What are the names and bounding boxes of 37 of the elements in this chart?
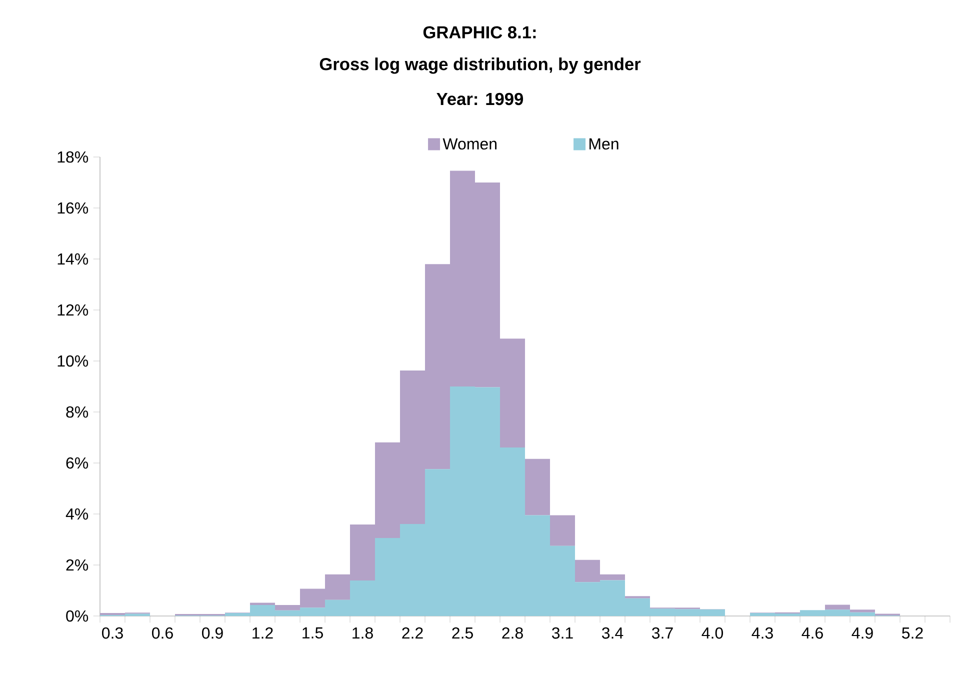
y-tick-label: 0% xyxy=(66,610,88,622)
y-tick-label: 18% xyxy=(58,151,88,163)
x-tick-label: 2.8 xyxy=(502,627,523,639)
x-tick-label: 4.6 xyxy=(802,627,823,639)
x-tick-label: 0.6 xyxy=(152,627,173,639)
x-tick-label: 2.2 xyxy=(402,627,423,639)
bar xyxy=(825,604,850,610)
y-tick-label: 12% xyxy=(58,304,88,316)
x-tick-label: 3.4 xyxy=(602,627,624,639)
y-tick-label: 14% xyxy=(58,253,88,265)
x-tick-label: 4.3 xyxy=(752,627,773,639)
chart-title: GRAPHIC 8.1: xyxy=(423,26,536,38)
x-tick-label: 1.5 xyxy=(302,627,323,639)
y-tick-label: 2% xyxy=(66,559,88,571)
bar xyxy=(525,458,550,516)
x-tick-label: 1.8 xyxy=(352,627,373,639)
chart-subtitle: Gross log wage distribution, by gender xyxy=(320,58,641,74)
x-tick-label: 1.2 xyxy=(252,627,273,639)
y-tick-label: 8% xyxy=(66,406,88,418)
bar xyxy=(850,610,876,612)
y-tick-label: 4% xyxy=(66,508,88,520)
bar xyxy=(250,602,275,606)
x-tick-label: 0.3 xyxy=(102,627,123,639)
x-tick-label: 0.9 xyxy=(202,627,223,639)
y-tick-label: 16% xyxy=(58,202,88,214)
legend-label: Men xyxy=(590,138,618,150)
text: Year: 1999 xyxy=(436,92,524,106)
x-tick-label: 2.5 xyxy=(452,627,473,639)
x-tick-label: 3.7 xyxy=(652,627,673,639)
y-tick-label: 10% xyxy=(58,355,88,367)
legend-label: Women xyxy=(442,138,496,150)
x-tick-label: 4.9 xyxy=(852,627,873,639)
x-tick-label: 4.0 xyxy=(702,627,724,639)
x-tick-label: 5.2 xyxy=(902,627,923,639)
y-tick-label: 6% xyxy=(66,457,88,469)
x-tick-label: 3.1 xyxy=(552,627,573,639)
bar xyxy=(550,515,576,546)
